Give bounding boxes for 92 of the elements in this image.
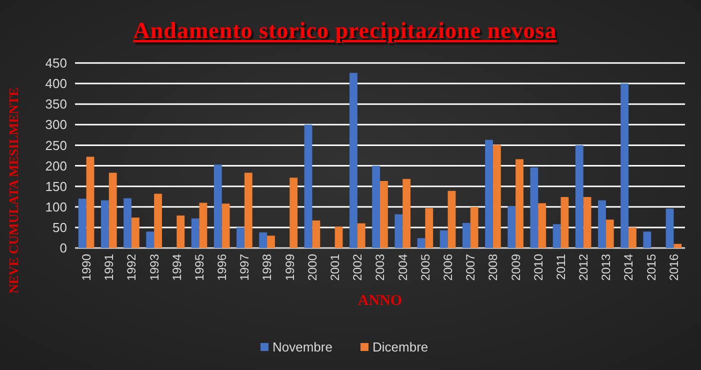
y-tick-label: 250 xyxy=(45,138,67,153)
bar xyxy=(100,200,109,248)
x-tick-label: 2016 xyxy=(666,254,681,281)
bar xyxy=(674,244,682,248)
bar xyxy=(620,84,629,248)
y-tick-label: 350 xyxy=(45,96,67,112)
bar xyxy=(304,124,312,248)
y-axis-title: NEVE CUMULATA MESILMENTE xyxy=(6,87,21,294)
bar xyxy=(643,232,652,248)
bar xyxy=(417,238,426,248)
y-tick-label: 400 xyxy=(45,76,67,92)
x-tick-label: 2003 xyxy=(373,254,388,281)
x-axis-title: ANNO xyxy=(358,293,402,309)
x-tick-label: 1995 xyxy=(192,254,206,281)
bar xyxy=(516,159,524,248)
bar xyxy=(191,218,200,248)
bar xyxy=(176,216,185,248)
y-tick-label: 200 xyxy=(45,158,67,174)
x-tick-label: 1990 xyxy=(79,254,94,281)
bar xyxy=(78,198,86,248)
bar xyxy=(538,203,546,248)
bar xyxy=(154,194,162,248)
bar xyxy=(606,220,614,248)
x-tick-label: 1993 xyxy=(147,254,162,281)
x-tick-label: 1992 xyxy=(124,254,139,281)
y-tick-label: 100 xyxy=(45,199,67,214)
bar xyxy=(440,230,448,248)
x-tick-label: 2014 xyxy=(622,254,636,281)
bar xyxy=(628,227,636,248)
bar xyxy=(380,180,388,248)
x-tick-label: 2002 xyxy=(350,254,365,281)
bar xyxy=(575,145,584,248)
bar xyxy=(259,232,268,248)
x-tick-label: 2012 xyxy=(576,254,591,281)
bar xyxy=(199,202,208,248)
legend-label: Dicembre xyxy=(372,340,428,355)
legend-label: Novembre xyxy=(272,340,332,355)
bar xyxy=(108,172,117,248)
bar xyxy=(236,227,244,248)
bar xyxy=(552,224,561,248)
x-tick-label: 2015 xyxy=(644,254,658,281)
bar xyxy=(402,178,410,248)
bar xyxy=(267,236,275,248)
x-tick-label: 1991 xyxy=(102,254,116,281)
bar xyxy=(334,226,343,248)
x-tick-label: 2005 xyxy=(418,254,432,281)
bar xyxy=(131,218,140,248)
bar xyxy=(492,144,501,248)
bar xyxy=(666,208,674,248)
x-tick-label: 2006 xyxy=(440,254,455,281)
bar xyxy=(462,222,470,248)
bar xyxy=(425,208,434,248)
x-tick-label: 1999 xyxy=(282,254,297,281)
y-tick-label: 300 xyxy=(45,117,67,132)
bar xyxy=(470,206,478,248)
x-tick-label: 2009 xyxy=(508,254,523,281)
x-tick-label: 2007 xyxy=(464,254,478,281)
bar xyxy=(244,172,252,248)
bar xyxy=(214,164,222,248)
bar xyxy=(508,206,516,248)
x-tick-label: 1994 xyxy=(170,254,184,281)
bar xyxy=(485,140,493,248)
x-tick-label: 1996 xyxy=(215,254,230,281)
bar xyxy=(372,166,380,248)
y-tick-label: 0 xyxy=(60,240,67,256)
bar xyxy=(124,198,132,248)
bar xyxy=(357,223,366,248)
bar xyxy=(394,214,403,248)
y-tick-label: 150 xyxy=(45,178,67,194)
bar xyxy=(560,197,569,248)
y-tick-label: 450 xyxy=(45,56,67,71)
bar xyxy=(583,197,592,248)
bar xyxy=(312,220,320,248)
bar xyxy=(350,72,358,248)
bar xyxy=(146,232,154,248)
x-tick-label: 2000 xyxy=(305,254,320,281)
y-tick-label: 50 xyxy=(52,220,67,235)
x-tick-label: 1997 xyxy=(238,254,252,281)
x-tick-label: 2008 xyxy=(486,254,500,281)
chart-title: Andamento storico precipitazione nevosa xyxy=(133,18,557,43)
x-tick-label: 2004 xyxy=(396,254,410,281)
bar xyxy=(448,190,456,248)
bar xyxy=(598,200,606,248)
bar xyxy=(290,178,298,248)
bar xyxy=(222,204,230,248)
x-tick-label: 2011 xyxy=(554,254,568,280)
x-tick-label: 2013 xyxy=(599,254,614,281)
bar xyxy=(86,156,94,248)
x-tick-label: 2001 xyxy=(328,254,342,281)
bar xyxy=(530,167,538,248)
x-tick-label: 2010 xyxy=(531,254,546,281)
x-tick-label: 1998 xyxy=(260,254,274,281)
